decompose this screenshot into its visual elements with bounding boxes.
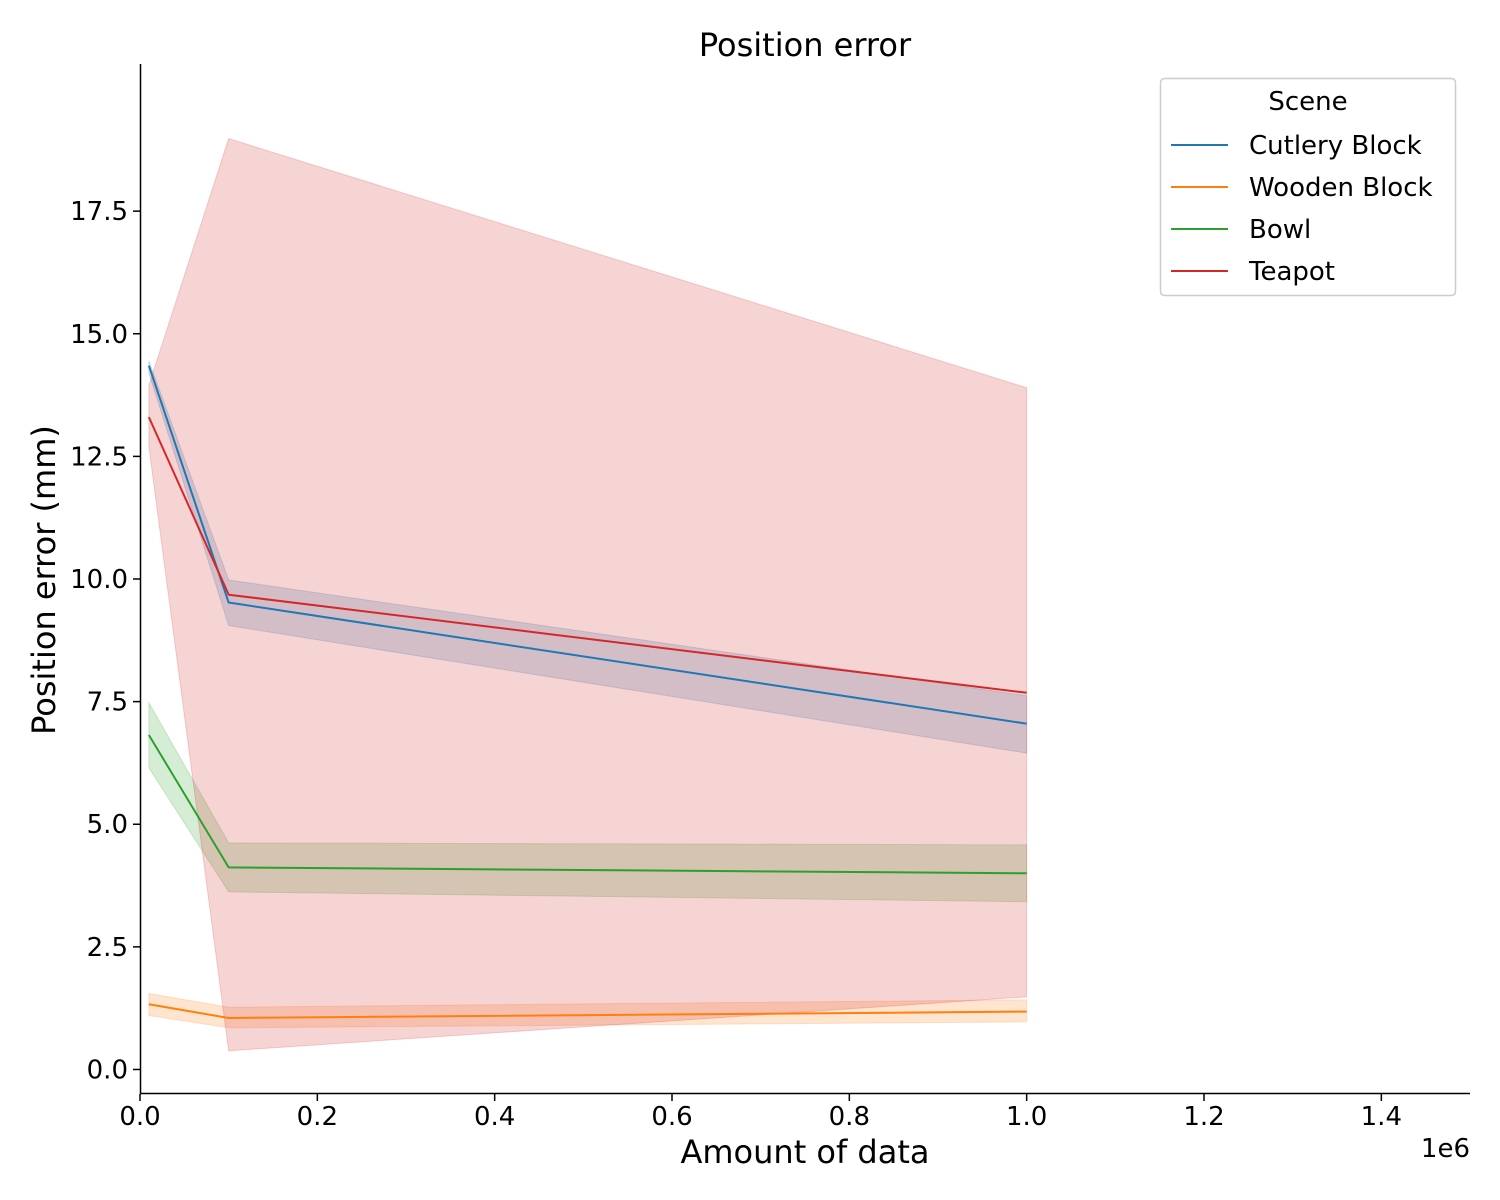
legend-frame (1159, 77, 1457, 297)
legend-title: Scene (1268, 87, 1347, 117)
y-tick-label: 0.0 (87, 1055, 128, 1085)
confidence-band-wooden-block (148, 992, 1028, 1029)
confidence-band-bowl (148, 700, 1028, 903)
chart-title: Position error (699, 26, 912, 64)
legend-items: Cutlery Block Wooden Block Bowl Teapot (1171, 131, 1433, 287)
x-tick-label: 0.8 (829, 1102, 870, 1132)
legend-label: Bowl (1249, 215, 1311, 245)
confidence-band-teapot (148, 137, 1028, 1052)
series-line-cutlery-block (147, 365, 1027, 725)
x-offset-label: 1e6 (1421, 1134, 1470, 1164)
confidence-band-cutlery-block (148, 360, 1028, 754)
legend-label: Wooden Block (1249, 173, 1433, 203)
series-line-teapot (147, 416, 1027, 694)
y-tick-label: 7.5 (87, 688, 128, 718)
x-ticks: 0.0 0.2 0.4 0.6 0.8 1.0 1.2 1.4 (119, 1094, 1402, 1132)
x-tick-label: 0.0 (119, 1102, 160, 1132)
y-tick-label: 15.0 (70, 320, 128, 350)
legend-label: Cutlery Block (1249, 131, 1422, 161)
series-line-bowl (148, 734, 1027, 875)
y-tick-label: 12.5 (70, 442, 128, 472)
x-tick-label: 1.0 (1006, 1102, 1047, 1132)
x-axis-label: Amount of data (680, 1133, 929, 1171)
x-tick-label: 0.4 (474, 1102, 515, 1132)
x-tick-label: 1.4 (1361, 1102, 1402, 1132)
y-ticks: 0.0 2.5 5.0 7.5 10.0 12.5 15.0 17.5 (70, 197, 140, 1085)
y-axis-label: Position error (mm) (25, 425, 63, 735)
x-tick-label: 1.2 (1183, 1102, 1224, 1132)
x-tick-label: 0.2 (297, 1102, 338, 1132)
legend-label: Teapot (1248, 257, 1335, 287)
x-tick-label: 0.6 (651, 1102, 692, 1132)
confidence-bands (148, 137, 1028, 1052)
y-tick-label: 5.0 (87, 810, 128, 840)
y-tick-label: 10.0 (70, 565, 128, 595)
y-tick-label: 17.5 (70, 197, 128, 227)
y-tick-label: 2.5 (87, 933, 128, 963)
series-line-wooden-block (148, 1003, 1027, 1019)
series-lines (147, 365, 1027, 1019)
legend: Scene Cutlery Block Wooden Block Bowl Teapo… (1159, 77, 1457, 297)
